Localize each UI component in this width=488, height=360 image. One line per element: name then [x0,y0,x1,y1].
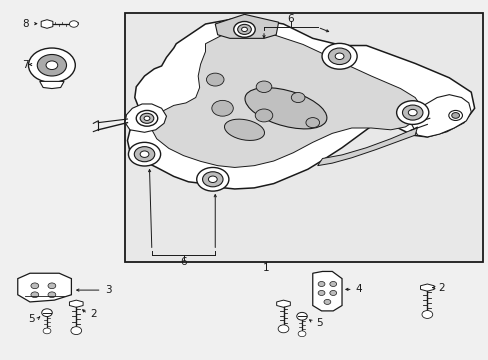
Circle shape [206,73,224,86]
Text: 7: 7 [22,59,28,69]
Circle shape [48,292,56,298]
Circle shape [237,24,251,35]
Text: 2: 2 [438,283,445,293]
Polygon shape [215,14,278,39]
Circle shape [43,328,51,334]
Polygon shape [40,81,64,89]
Ellipse shape [244,88,326,129]
Polygon shape [312,271,341,311]
Text: 8: 8 [22,19,28,29]
Circle shape [196,167,228,191]
Circle shape [46,61,58,69]
Polygon shape [41,20,53,28]
Circle shape [329,282,336,287]
Circle shape [407,109,416,116]
Polygon shape [420,284,433,291]
Circle shape [451,113,459,118]
Text: 2: 2 [90,309,97,319]
Circle shape [69,21,78,27]
Circle shape [71,327,81,334]
Circle shape [334,53,343,59]
Circle shape [140,151,149,157]
Text: 3: 3 [104,285,111,295]
Circle shape [202,172,223,187]
Polygon shape [18,273,71,302]
Circle shape [144,116,150,121]
Circle shape [134,147,155,162]
Circle shape [31,292,39,298]
Circle shape [421,311,432,319]
Text: 1: 1 [263,263,269,273]
Polygon shape [69,300,83,307]
Ellipse shape [224,119,264,140]
Circle shape [128,142,160,166]
Circle shape [396,101,428,125]
Circle shape [291,93,305,103]
Circle shape [37,54,66,76]
Circle shape [296,312,306,320]
Polygon shape [127,17,474,189]
Text: 5: 5 [28,314,35,324]
Circle shape [402,105,422,120]
Text: 6: 6 [287,14,294,24]
Polygon shape [276,300,290,307]
Circle shape [318,291,325,296]
Circle shape [329,291,336,296]
Circle shape [28,48,75,82]
Circle shape [318,282,325,287]
Circle shape [328,48,350,64]
Circle shape [448,111,462,121]
Circle shape [255,109,272,122]
Circle shape [136,111,158,126]
Circle shape [31,283,39,289]
Circle shape [278,325,288,333]
Circle shape [298,331,305,337]
Circle shape [324,300,330,305]
Circle shape [233,22,255,37]
Circle shape [256,81,271,93]
Polygon shape [409,95,470,137]
Polygon shape [125,104,166,132]
Circle shape [48,283,56,289]
Circle shape [241,27,247,32]
Circle shape [208,176,217,183]
Text: 5: 5 [315,319,322,328]
FancyBboxPatch shape [125,13,483,262]
Circle shape [41,309,52,316]
Polygon shape [317,127,417,166]
Polygon shape [151,34,422,167]
Circle shape [305,118,319,128]
Circle shape [322,43,356,69]
Circle shape [140,113,154,123]
Text: 6: 6 [180,257,186,267]
Circle shape [211,100,233,116]
Text: 4: 4 [355,284,362,294]
